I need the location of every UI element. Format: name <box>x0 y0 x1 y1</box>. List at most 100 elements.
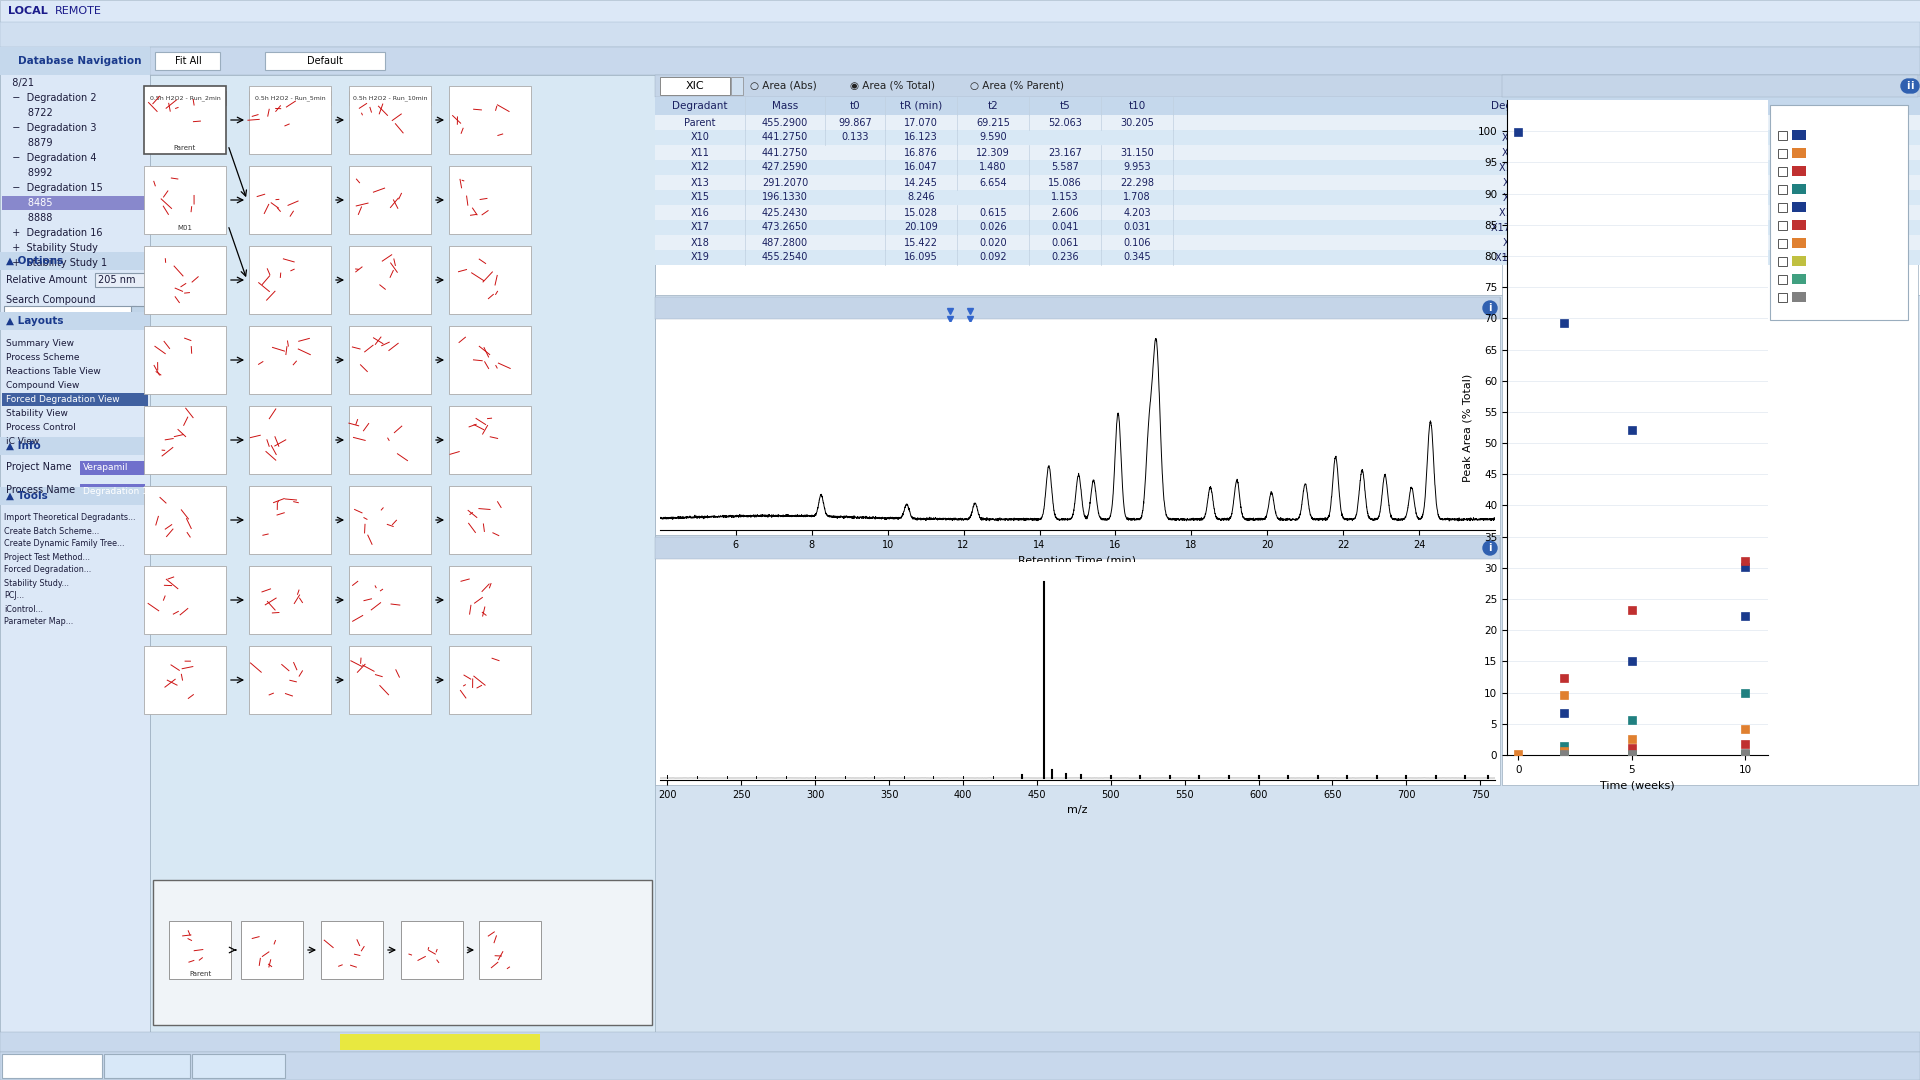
Text: −  Degradation 3: − Degradation 3 <box>6 123 96 133</box>
Text: 0.5h H2O2 - Run_10min: 0.5h H2O2 - Run_10min <box>353 95 428 100</box>
Text: Project Name: Project Name <box>6 462 71 472</box>
Bar <box>349 646 430 714</box>
Text: 0.133: 0.133 <box>841 133 868 143</box>
Text: Create Dynamic Family Tree...: Create Dynamic Family Tree... <box>4 540 125 549</box>
Text: 14.245: 14.245 <box>904 177 939 188</box>
Text: X10 (Parent -CH2): X10 (Parent -CH2) <box>1503 133 1590 143</box>
Text: +  Degradation 16: + Degradation 16 <box>6 228 102 238</box>
Bar <box>144 406 227 474</box>
Bar <box>250 326 330 394</box>
Text: iC View: iC View <box>6 437 38 446</box>
Text: X18: X18 <box>691 238 708 247</box>
Text: Parent: Parent <box>1530 118 1563 127</box>
Text: 473.2650: 473.2650 <box>762 222 808 232</box>
Bar <box>131 306 146 320</box>
Text: XIC: XIC <box>685 81 705 91</box>
Text: 1.153: 1.153 <box>1050 192 1079 203</box>
Text: X13 (Parent -164): X13 (Parent -164) <box>1503 177 1590 188</box>
Text: 5.587: 5.587 <box>1050 162 1079 173</box>
Text: X11: X11 <box>1812 166 1832 176</box>
Text: Search Compound: Search Compound <box>6 295 96 305</box>
Text: X12 (Parent -C2H4): X12 (Parent -C2H4) <box>1500 162 1594 173</box>
Bar <box>250 646 330 714</box>
Text: 20.109: 20.109 <box>904 222 937 232</box>
Text: Forced Degradation View: Forced Degradation View <box>6 395 119 405</box>
Text: t2: t2 <box>987 102 998 111</box>
Text: X17 (Parent +O2-CH2): X17 (Parent +O2-CH2) <box>1492 222 1601 232</box>
Bar <box>94 273 146 287</box>
Bar <box>250 566 330 634</box>
Text: i: i <box>1907 81 1910 91</box>
Text: Forced Degradation...: Forced Degradation... <box>4 566 92 575</box>
Bar <box>0 312 150 330</box>
Text: 487.2800: 487.2800 <box>762 238 808 247</box>
Text: Parent: Parent <box>188 971 211 977</box>
Text: 291.2070: 291.2070 <box>762 177 808 188</box>
Text: Single DB: Single DB <box>146 1037 192 1047</box>
Text: Scheduled for reindexing: Scheduled for reindexing <box>378 1037 501 1047</box>
Text: 16.047: 16.047 <box>904 162 937 173</box>
Text: 15.028: 15.028 <box>904 207 939 217</box>
Bar <box>0 1052 1920 1080</box>
Text: ✓: ✓ <box>1780 256 1786 266</box>
Bar <box>250 246 330 314</box>
Text: ✓: ✓ <box>1780 203 1786 212</box>
Bar <box>655 537 1500 559</box>
Text: Stability Study...: Stability Study... <box>4 579 69 588</box>
Text: ✓: ✓ <box>1780 166 1786 175</box>
Text: 8485: 8485 <box>6 198 52 208</box>
Text: −  Degradation 15: − Degradation 15 <box>6 183 104 193</box>
X-axis label: m/z: m/z <box>1068 806 1089 815</box>
Bar <box>156 52 221 70</box>
Bar <box>2 1054 102 1078</box>
Text: Degradant: Degradant <box>672 102 728 111</box>
Text: Degradation 15: Degradation 15 <box>83 486 154 496</box>
Bar <box>0 0 1920 22</box>
Text: 12.309: 12.309 <box>975 148 1010 158</box>
Bar <box>265 52 386 70</box>
Bar <box>0 22 1920 48</box>
Bar <box>250 406 330 474</box>
Bar <box>0 437 150 455</box>
Bar <box>655 75 1920 97</box>
Bar <box>144 91 227 105</box>
Bar <box>1778 149 1788 158</box>
Bar <box>2 195 148 210</box>
Text: 8888: 8888 <box>6 213 52 222</box>
Bar <box>150 48 1920 75</box>
Bar <box>655 160 1920 175</box>
Text: ✓: ✓ <box>1780 274 1786 283</box>
Bar <box>192 1054 284 1078</box>
Bar <box>1778 275 1788 284</box>
Text: ◉ Area (% Total): ◉ Area (% Total) <box>851 81 935 91</box>
Bar <box>1791 202 1807 212</box>
Bar <box>449 246 532 314</box>
Text: 0.020: 0.020 <box>979 238 1006 247</box>
Text: 427.2590: 427.2590 <box>762 162 808 173</box>
Text: 16.876: 16.876 <box>904 148 937 158</box>
Text: Project Test Method...: Project Test Method... <box>4 553 90 562</box>
Bar <box>655 130 1920 145</box>
Text: ▲ Options: ▲ Options <box>6 256 63 266</box>
Text: Process Control: Process Control <box>6 423 75 432</box>
Text: Database Navigation: Database Navigation <box>17 56 142 66</box>
Bar <box>655 537 1500 785</box>
Text: +  Stability Study 1: + Stability Study 1 <box>6 258 108 268</box>
Bar <box>81 461 146 475</box>
Text: ...: ... <box>1899 1065 1910 1075</box>
Text: 1-ChemSketch: 1-ChemSketch <box>13 1061 90 1071</box>
Text: Process Scheme: Process Scheme <box>6 353 79 363</box>
Bar <box>349 566 430 634</box>
Text: X18: X18 <box>1812 274 1832 284</box>
Text: REMOTE: REMOTE <box>56 6 102 16</box>
Bar <box>150 75 655 1052</box>
Text: Owners: spectrusdb_admin: Owners: spectrusdb_admin <box>580 1037 712 1048</box>
Bar <box>349 91 430 105</box>
Text: 1.708: 1.708 <box>1123 192 1150 203</box>
Text: 2-Database: 2-Database <box>117 1061 177 1071</box>
Text: 455.2540: 455.2540 <box>762 253 808 262</box>
Text: X19: X19 <box>1812 292 1832 302</box>
Bar <box>144 486 227 554</box>
Bar <box>449 646 532 714</box>
Text: X15: X15 <box>691 192 710 203</box>
